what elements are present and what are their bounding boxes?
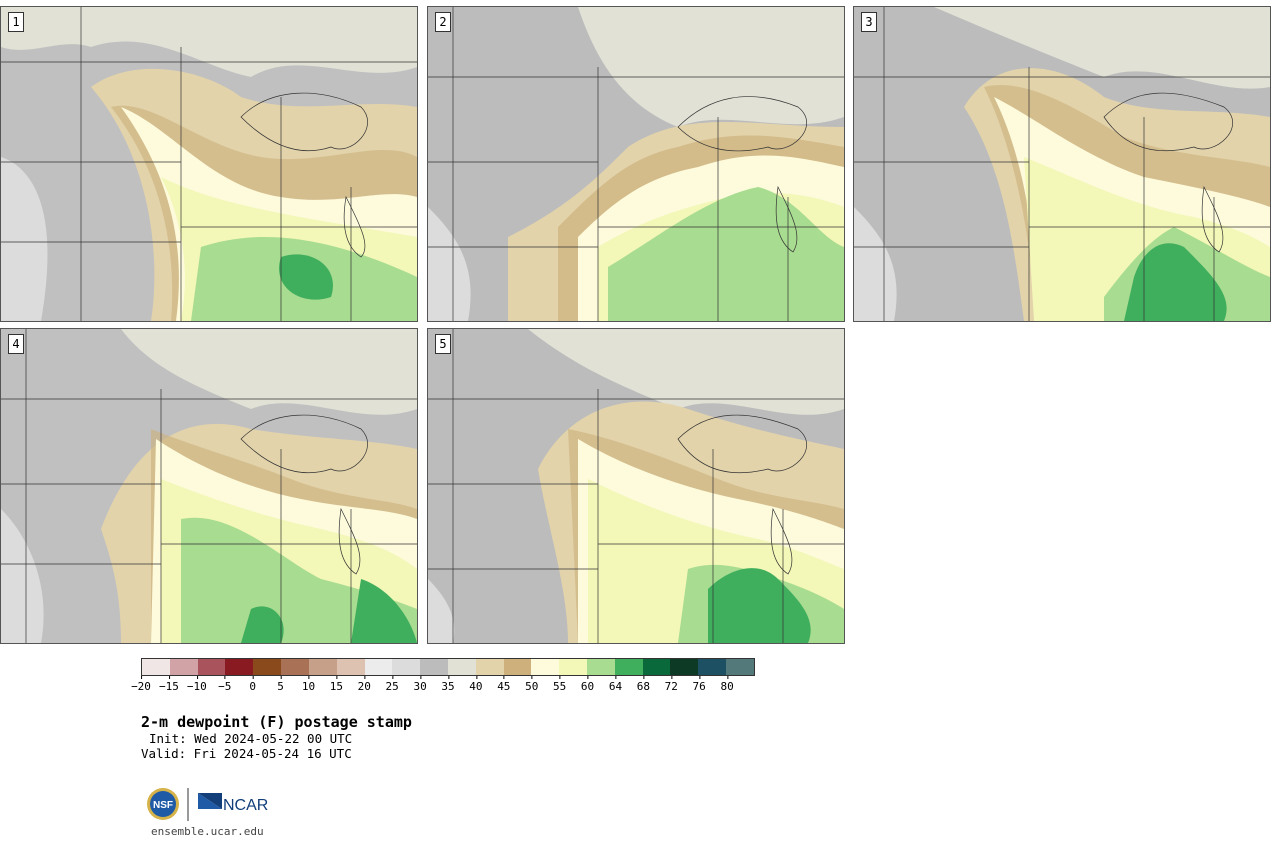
colorbar-ticks: −20 −15 −10 −5 0 5 10 15 20 25 30 35 40 45 50 55 60 64 68 7… bbox=[131, 676, 755, 694]
panel-number: 1 bbox=[8, 12, 24, 32]
colorbar-tick-label: 76 bbox=[692, 676, 706, 693]
colorbar-tick-label: 10 bbox=[301, 676, 316, 693]
ncar-logo-icon: NCAR bbox=[198, 793, 268, 814]
colorbar-segment bbox=[670, 659, 699, 675]
colorbar-segment bbox=[225, 659, 254, 675]
dewpoint-map-4 bbox=[1, 329, 417, 643]
map-panel-4: 4 bbox=[0, 328, 418, 644]
colorbar-segment bbox=[420, 659, 448, 675]
colorbar-tick-label: −5 bbox=[218, 676, 232, 693]
colorbar-tick-label: 45 bbox=[497, 676, 511, 693]
colorbar-tick-label: 40 bbox=[469, 676, 483, 693]
colorbar-segment bbox=[726, 659, 754, 675]
nsf-logo-icon: NSF bbox=[147, 788, 179, 820]
colorbar-segment bbox=[503, 659, 532, 675]
panel-number: 5 bbox=[435, 334, 451, 354]
panel-number: 4 bbox=[8, 334, 24, 354]
map-panel-3: 3 bbox=[853, 6, 1271, 322]
colorbar-segment bbox=[281, 659, 309, 675]
colorbar-tick-label: −10 bbox=[186, 676, 207, 693]
colorbar-tick-label: 35 bbox=[441, 676, 455, 693]
colorbar-tick-label: 60 bbox=[580, 676, 595, 693]
colorbar-segment bbox=[364, 659, 393, 675]
dewpoint-map-1 bbox=[1, 7, 417, 321]
colorbar-segment bbox=[253, 659, 282, 675]
colorbar-tick-label: 15 bbox=[329, 676, 343, 693]
colorbar-tick-label: 5 bbox=[277, 676, 284, 693]
colorbar-tick-label: 30 bbox=[413, 676, 427, 693]
ncar-logo-text: NCAR bbox=[223, 797, 268, 814]
sponsor-logos: NSF NCAR bbox=[145, 785, 275, 825]
init-time: Init: Wed 2024-05-22 00 UTC bbox=[149, 731, 353, 746]
colorbar-tick-label: 20 bbox=[357, 676, 371, 693]
colorbar-segment bbox=[392, 659, 421, 675]
colorbar-segment bbox=[197, 659, 226, 675]
colorbar-segment bbox=[308, 659, 337, 675]
colorbar-segment bbox=[169, 659, 198, 675]
colorbar-segment bbox=[614, 659, 643, 675]
panel-number: 3 bbox=[861, 12, 877, 32]
map-panel-1: 1 bbox=[0, 6, 418, 322]
dewpoint-colorbar bbox=[141, 658, 755, 676]
panel-number: 2 bbox=[435, 12, 451, 32]
map-panel-5: 5 bbox=[427, 328, 845, 644]
colorbar-tick-label: 68 bbox=[636, 676, 650, 693]
dewpoint-map-5 bbox=[428, 329, 844, 643]
nsf-logo-text: NSF bbox=[153, 800, 173, 811]
colorbar-segment bbox=[447, 659, 476, 675]
colorbar-tick-label: 25 bbox=[385, 676, 399, 693]
colorbar-segment bbox=[642, 659, 671, 675]
colorbar-segment bbox=[587, 659, 615, 675]
colorbar-tick-label: −15 bbox=[158, 676, 179, 693]
colorbar-tick-label: 0 bbox=[249, 676, 256, 693]
colorbar-tick-label: 55 bbox=[553, 676, 567, 693]
colorbar-tick-label: −20 bbox=[131, 676, 151, 693]
valid-time: Valid: Fri 2024-05-24 16 UTC bbox=[141, 746, 352, 761]
colorbar-segment bbox=[559, 659, 587, 675]
chart-title: 2-m dewpoint (F) postage stamp bbox=[141, 713, 412, 731]
map-panel-2: 2 bbox=[427, 6, 845, 322]
colorbar-tick-label: 72 bbox=[664, 676, 678, 693]
colorbar-tick-label: 64 bbox=[608, 676, 623, 693]
site-url: ensemble.ucar.edu bbox=[151, 825, 264, 838]
colorbar-segment bbox=[531, 659, 560, 675]
colorbar-segment bbox=[142, 659, 170, 675]
colorbar-tick-label: 80 bbox=[720, 676, 734, 693]
colorbar-segment bbox=[475, 659, 504, 675]
colorbar-segment bbox=[698, 659, 727, 675]
dewpoint-map-3 bbox=[854, 7, 1270, 321]
colorbar-tick-label: 50 bbox=[525, 676, 539, 693]
colorbar-segment bbox=[336, 659, 365, 675]
dewpoint-map-2 bbox=[428, 7, 844, 321]
